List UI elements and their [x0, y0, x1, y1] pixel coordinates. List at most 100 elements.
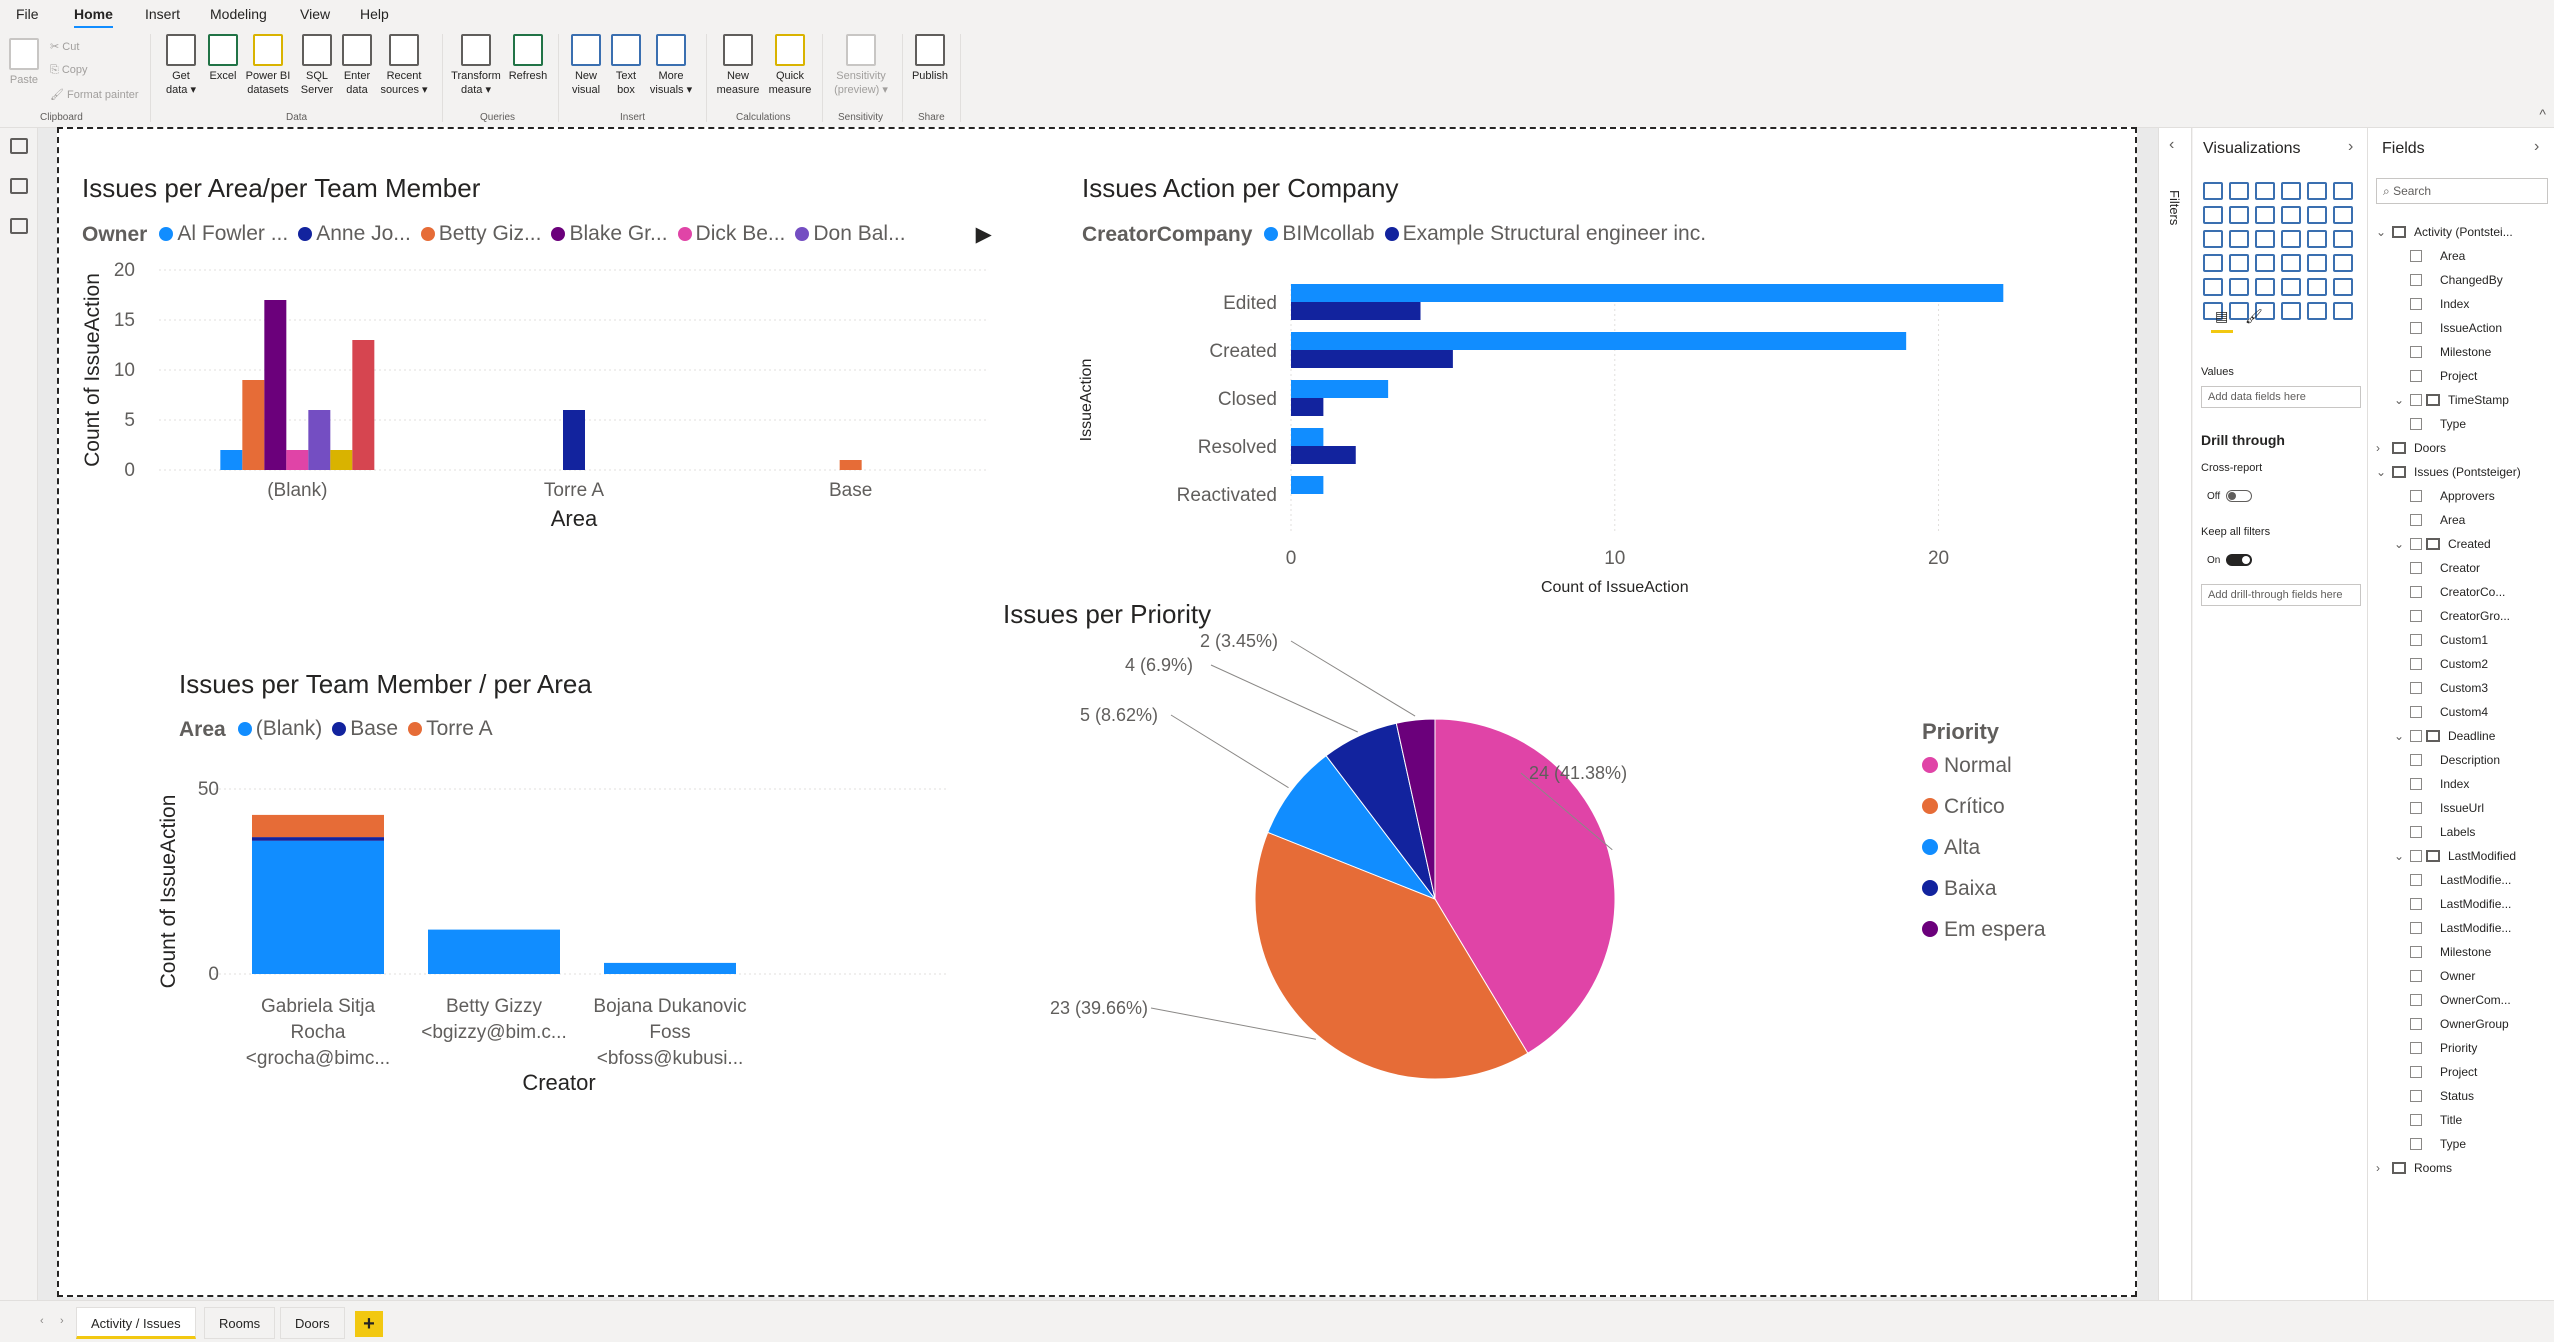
transform-data-button[interactable]: Transform data ▾	[450, 34, 502, 97]
enter-data-button[interactable]: Enter data	[339, 34, 375, 97]
menu-home[interactable]: Home	[74, 6, 113, 29]
visual-type-icon[interactable]	[2333, 254, 2353, 272]
checkbox[interactable]	[2410, 322, 2422, 334]
data-view-icon[interactable]	[10, 178, 28, 194]
checkbox[interactable]	[2410, 562, 2422, 574]
new-visual-button[interactable]: New visual	[566, 34, 606, 97]
add-page-button[interactable]: +	[355, 1311, 383, 1337]
field-item[interactable]: Project	[2376, 366, 2477, 386]
visual-type-icon[interactable]	[2203, 302, 2223, 320]
checkbox[interactable]	[2410, 634, 2422, 646]
checkbox[interactable]	[2410, 706, 2422, 718]
keep-filters-toggle[interactable]: On	[2207, 554, 2253, 566]
field-table[interactable]: ⌄ Activity (Pontstei...	[2376, 222, 2513, 242]
visual-type-icon[interactable]	[2203, 182, 2223, 200]
tab-scroll-right-icon[interactable]: ›	[60, 1315, 64, 1327]
visual-type-icon[interactable]	[2281, 182, 2301, 200]
format-tab-icon[interactable]: 🖌	[2245, 308, 2263, 324]
format-painter-button[interactable]: 🖌 Format painter	[50, 89, 139, 101]
legend-item[interactable]: Don Bal...	[795, 222, 906, 246]
field-item[interactable]: LastModifie...	[2376, 918, 2511, 938]
chevron-down-icon[interactable]: ⌄	[2394, 537, 2405, 551]
field-item[interactable]: Labels	[2376, 822, 2475, 842]
recent-sources-button[interactable]: Recent sources ▾	[378, 34, 430, 97]
paste-button[interactable]: Paste	[6, 38, 42, 87]
visual-type-icon[interactable]	[2333, 230, 2353, 248]
field-item[interactable]: IssueUrl	[2376, 798, 2484, 818]
visual-type-icon[interactable]	[2229, 302, 2249, 320]
chart-area-team[interactable]: Issues per Area/per Team Member Owner Al…	[59, 129, 1019, 629]
field-item[interactable]: Area	[2376, 246, 2465, 266]
visual-type-icon[interactable]	[2229, 230, 2249, 248]
field-item[interactable]: Custom1	[2376, 630, 2488, 650]
field-item[interactable]: Owner	[2376, 966, 2475, 986]
quick-measure-button[interactable]: Quick measure	[764, 34, 816, 97]
field-item[interactable]: Status	[2376, 1086, 2474, 1106]
visual-type-icon[interactable]	[2255, 278, 2275, 296]
checkbox[interactable]	[2410, 802, 2422, 814]
checkbox[interactable]	[2410, 346, 2422, 358]
field-item[interactable]: Description	[2376, 750, 2500, 770]
legend-item[interactable]: Torre A	[408, 717, 493, 741]
checkbox[interactable]	[2410, 490, 2422, 502]
field-item[interactable]: OwnerCom...	[2376, 990, 2511, 1010]
checkbox[interactable]	[2410, 946, 2422, 958]
visual-type-icon[interactable]	[2255, 254, 2275, 272]
sensitivity-button[interactable]: Sensitivity (preview) ▾	[828, 34, 894, 97]
chevron-right-icon[interactable]: ›	[2348, 138, 2354, 155]
report-view-icon[interactable]	[10, 138, 28, 154]
tab-scroll-left-icon[interactable]: ‹	[40, 1315, 44, 1327]
checkbox[interactable]	[2410, 274, 2422, 286]
visual-type-icon[interactable]	[2333, 206, 2353, 224]
visual-type-icon[interactable]	[2229, 206, 2249, 224]
field-item[interactable]: Project	[2376, 1062, 2477, 1082]
visual-type-icon[interactable]	[2255, 302, 2275, 320]
field-item[interactable]: CreatorCo...	[2376, 582, 2505, 602]
visual-type-icon[interactable]	[2281, 206, 2301, 224]
legend-item[interactable]: Base	[332, 717, 398, 741]
legend-item[interactable]: Anne Jo...	[298, 222, 411, 246]
model-view-icon[interactable]	[10, 218, 28, 234]
chevron-right-icon[interactable]: ›	[2376, 1161, 2380, 1175]
filters-pane-collapsed[interactable]: ‹ Filters	[2158, 128, 2192, 1308]
legend-item[interactable]: Dick Be...	[677, 222, 785, 246]
checkbox[interactable]	[2410, 1138, 2422, 1150]
visual-type-icon[interactable]	[2281, 230, 2301, 248]
more-visuals-button[interactable]: More visuals ▾	[646, 34, 696, 97]
cut-button[interactable]: ✂ Cut	[50, 41, 80, 53]
field-item[interactable]: IssueAction	[2376, 318, 2502, 338]
chart-team-area[interactable]: Issues per Team Member / per Area Area (…	[159, 659, 959, 1259]
checkbox[interactable]	[2410, 970, 2422, 982]
field-group[interactable]: ⌄ TimeStamp	[2376, 390, 2509, 410]
legend-item[interactable]: Al Fowler ...	[159, 222, 288, 246]
chevron-right-icon[interactable]: ›	[2376, 441, 2380, 455]
legend-item[interactable]: (Blank)	[237, 717, 322, 741]
field-table[interactable]: ⌄ Issues (Pontsteiger)	[2376, 462, 2521, 482]
field-item[interactable]: Title	[2376, 1110, 2462, 1130]
field-item[interactable]: Priority	[2376, 1038, 2477, 1058]
visual-type-icon[interactable]	[2255, 230, 2275, 248]
checkbox[interactable]	[2410, 994, 2422, 1006]
chart-priority[interactable]: Issues per Priority 24 (41.38%) 23 (39.66…	[999, 599, 2099, 1239]
field-item[interactable]: Index	[2376, 774, 2469, 794]
values-well[interactable]: Add data fields here	[2201, 386, 2361, 408]
menu-modeling[interactable]: Modeling	[210, 6, 267, 22]
menu-file[interactable]: File	[16, 6, 39, 22]
chevron-left-icon[interactable]: ‹	[2169, 136, 2175, 153]
checkbox[interactable]	[2410, 826, 2422, 838]
field-item[interactable]: Index	[2376, 294, 2469, 314]
field-table[interactable]: › Doors	[2376, 438, 2446, 458]
page-tab[interactable]: Rooms	[204, 1307, 276, 1339]
chevron-down-icon[interactable]: ⌄	[2376, 465, 2387, 479]
chevron-right-icon[interactable]: ›	[2534, 138, 2540, 155]
checkbox[interactable]	[2410, 754, 2422, 766]
visual-type-icon[interactable]	[2229, 278, 2249, 296]
visual-type-icon[interactable]	[2255, 206, 2275, 224]
checkbox[interactable]	[2410, 1114, 2422, 1126]
visual-type-icon[interactable]	[2307, 230, 2327, 248]
page-tab[interactable]: Doors	[280, 1307, 345, 1339]
field-item[interactable]: Custom4	[2376, 702, 2488, 722]
visual-type-icon[interactable]	[2203, 206, 2223, 224]
menu-view[interactable]: View	[300, 6, 331, 22]
visual-type-icon[interactable]	[2307, 302, 2327, 320]
